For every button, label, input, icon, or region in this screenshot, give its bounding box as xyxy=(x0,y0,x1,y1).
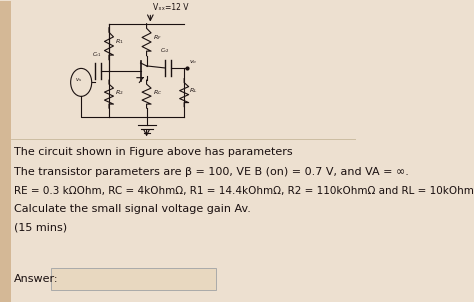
Text: (15 mins): (15 mins) xyxy=(14,222,67,232)
Text: $v_s$: $v_s$ xyxy=(75,76,82,84)
Text: $R_F$: $R_F$ xyxy=(153,33,162,42)
Text: $R_C$: $R_C$ xyxy=(153,88,162,97)
Text: $C_{c2}$: $C_{c2}$ xyxy=(160,46,170,55)
Text: $C_{c1}$: $C_{c1}$ xyxy=(92,50,102,59)
Bar xyxy=(51,268,217,290)
Text: $R_L$: $R_L$ xyxy=(190,86,198,95)
Text: $R_1$: $R_1$ xyxy=(115,37,124,46)
Text: Calculate the small signal voltage gain Av.: Calculate the small signal voltage gain … xyxy=(14,204,250,214)
Text: The transistor parameters are β = 100, VE B (on) = 0.7 V, and VA = ∞.: The transistor parameters are β = 100, V… xyxy=(14,167,409,177)
Text: The circuit shown in Figure above has parameters: The circuit shown in Figure above has pa… xyxy=(14,147,292,157)
Text: RE = 0.3 kΩOhm, RC = 4kOhmΩ, R1 = 14.4kOhmΩ, R2 = 110kOhmΩ and RL = 10kOhmΩ.: RE = 0.3 kΩOhm, RC = 4kOhmΩ, R1 = 14.4kO… xyxy=(14,186,474,196)
Text: Answer:: Answer: xyxy=(14,274,58,284)
Text: $R_2$: $R_2$ xyxy=(115,88,124,97)
Text: $v_o$: $v_o$ xyxy=(189,58,197,66)
Text: Vₓₓ=12 V: Vₓₓ=12 V xyxy=(153,2,188,11)
Bar xyxy=(0,1,10,302)
